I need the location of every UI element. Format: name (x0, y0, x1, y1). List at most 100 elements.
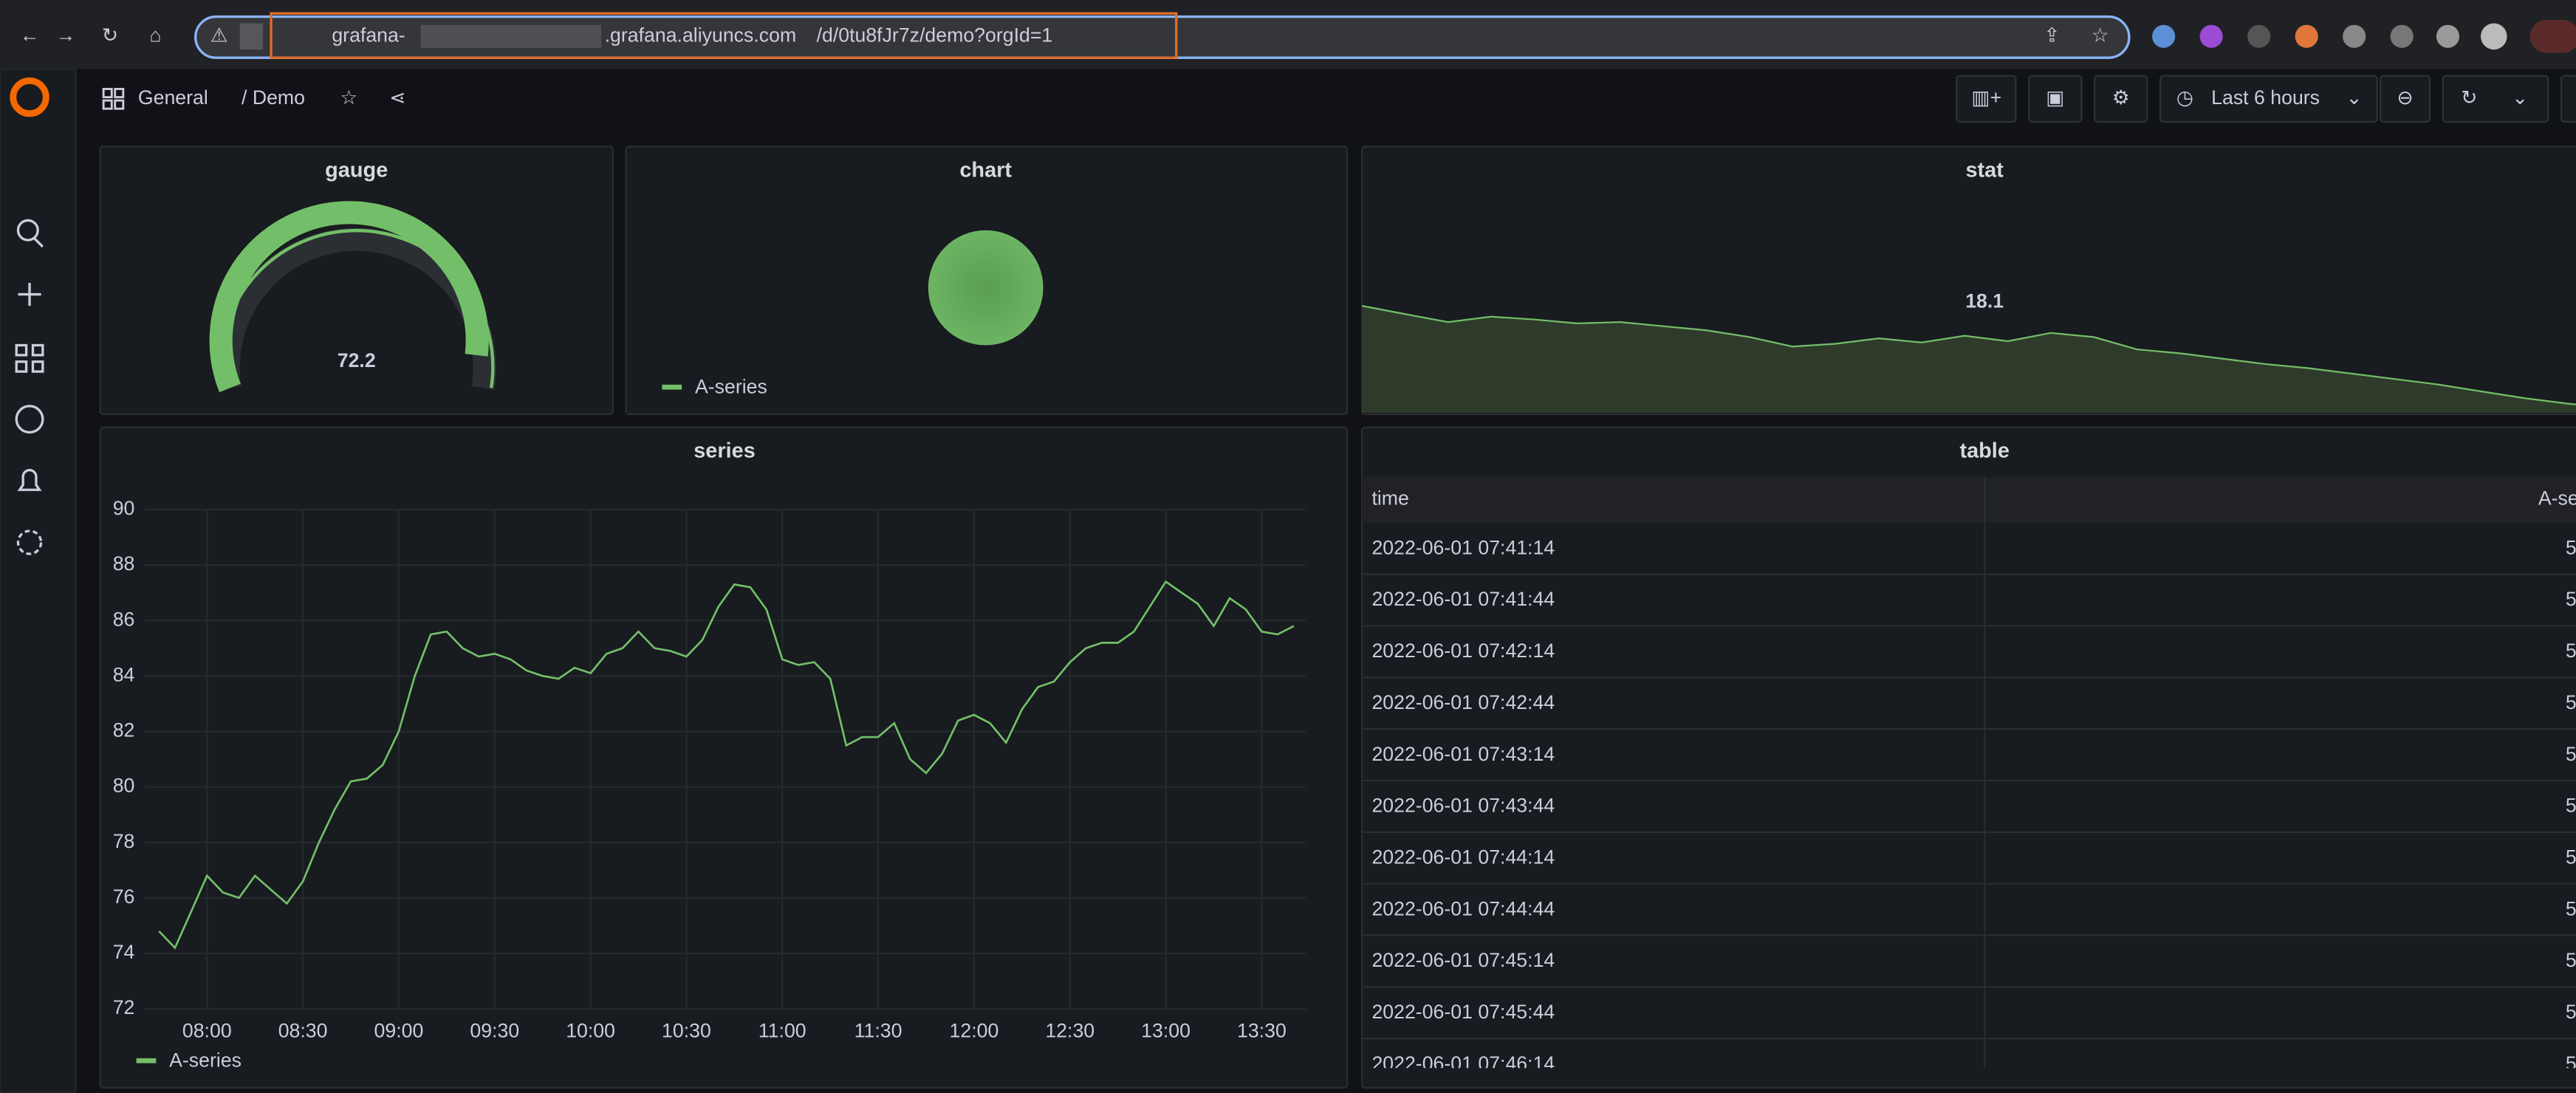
time-picker[interactable] (2159, 75, 2378, 123)
zoom-out-button[interactable] (2380, 75, 2431, 123)
y-tick-label: 76 (113, 885, 135, 908)
legend-label: A-series (169, 1049, 242, 1071)
table-cell: 51 (2566, 691, 2576, 713)
url-host-suffix: .grafana.aliyuncs.com (605, 24, 797, 46)
clock-icon: ◷ (2176, 86, 2193, 109)
panel-title: stat (1965, 158, 2004, 182)
table-cell: 2022-06-01 07:45:44 (1371, 1001, 1555, 1023)
dashboard-icon (102, 88, 125, 110)
chevron: ⌄ (2512, 86, 2528, 109)
table-cell: 2022-06-01 07:44:44 (1371, 897, 1555, 919)
table-cell: 51 (2566, 897, 2576, 919)
x-tick-label: 08:00 (182, 1019, 232, 1041)
chevron: ⌄ (2346, 86, 2363, 109)
table-panel[interactable] (1360, 426, 2576, 1089)
table-cell: 51 (2566, 1001, 2576, 1023)
x-tick-label: 11:30 (854, 1019, 902, 1041)
panel-title: table (1959, 439, 2009, 463)
table-cell: 2022-06-01 07:43:14 (1371, 743, 1555, 765)
add-panel-icon: ▥+ (1971, 86, 2001, 109)
table-cell: 51 (2566, 795, 2576, 817)
series-panel[interactable] (99, 426, 1349, 1089)
sparkline (1361, 305, 2576, 405)
x-tick-label: 09:00 (374, 1019, 424, 1041)
y-tick-label: 88 (113, 552, 135, 575)
x-tick-label: 11:00 (758, 1019, 806, 1041)
y-tick-label: 72 (113, 996, 135, 1018)
x-tick-label: 10:30 (662, 1019, 711, 1041)
reload-button[interactable]: ↻ (102, 24, 118, 46)
config-icon[interactable] (16, 530, 43, 555)
legend-swatch (136, 1058, 157, 1063)
pie (928, 230, 1044, 346)
x-tick-label: 08:30 (278, 1019, 328, 1041)
table-cell: 2022-06-01 07:45:14 (1371, 949, 1555, 971)
x-tick-label: 13:00 (1141, 1019, 1191, 1041)
forward-button[interactable]: → (56, 24, 76, 46)
settings-button[interactable] (2094, 75, 2148, 123)
column-header: time (1371, 487, 1408, 510)
explore-icon[interactable] (15, 405, 44, 434)
y-tick-label: 74 (113, 941, 135, 963)
breadcrumb-folder[interactable]: General (138, 86, 208, 109)
table-cell: 2022-06-01 07:44:14 (1371, 846, 1555, 868)
time-range: Last 6 hours (2211, 86, 2320, 109)
y-tick-label: 84 (113, 663, 135, 685)
stat-value: 18.1 (1965, 290, 2004, 312)
warning-icon: ⚠ (210, 24, 228, 46)
panel-title: series (693, 439, 756, 463)
star-icon[interactable]: ☆ (340, 86, 357, 109)
create-icon[interactable] (18, 282, 41, 306)
share-icon[interactable]: ⋖ (389, 86, 405, 109)
share-icon[interactable]: ⇪ (2044, 24, 2060, 46)
series-line (158, 580, 1295, 950)
table-cell: 2022-06-01 07:46:14 (1371, 1052, 1555, 1075)
y-tick-label: 90 (113, 497, 135, 519)
back-button[interactable]: ← (20, 24, 40, 46)
view-mode-button[interactable] (2560, 75, 2576, 123)
refresh-button[interactable] (2442, 75, 2549, 123)
legend-swatch (662, 384, 682, 390)
table-cell: 52 (2566, 640, 2576, 662)
extensions (2152, 20, 2576, 53)
table-cell: 2022-06-01 07:41:14 (1371, 536, 1555, 558)
table-cell: 51 (2566, 846, 2576, 868)
add-panel-button[interactable] (1956, 75, 2017, 123)
gauge-panel[interactable] (99, 145, 614, 416)
alerting-icon[interactable] (17, 468, 42, 491)
table-cell: 51 (2566, 1052, 2576, 1075)
table-cell: 52 (2566, 949, 2576, 971)
table-header (1362, 476, 2576, 523)
zoom-icon: ⊖ (2397, 86, 2413, 109)
url-path: /d/0tu8fJr7z/demo?orgId=1 (817, 24, 1053, 46)
search-icon[interactable] (16, 219, 44, 248)
table-cell: 51 (2566, 588, 2576, 610)
table-cell: 2022-06-01 07:42:44 (1371, 691, 1555, 713)
dashboards-icon[interactable] (15, 343, 44, 373)
y-tick-label: 78 (113, 830, 135, 852)
x-tick-label: 13:30 (1237, 1019, 1287, 1041)
refresh-icon: ↻ (2461, 86, 2477, 109)
url-host-prefix: grafana- (332, 24, 405, 46)
x-tick-label: 12:30 (1045, 1019, 1095, 1041)
breadcrumb-title[interactable]: / Demo (242, 86, 305, 109)
gauge-threshold (218, 228, 495, 388)
y-tick-label: 86 (113, 608, 135, 630)
column-header: A-series (2538, 487, 2576, 510)
grafana-logo[interactable] (10, 77, 49, 117)
home-button[interactable]: ⌂ (149, 24, 161, 46)
gauge-value: 72.2 (338, 349, 376, 371)
sparkline-area (1362, 306, 2576, 413)
y-tick-label: 82 (113, 719, 135, 741)
table-cell: 2022-06-01 07:43:44 (1371, 795, 1555, 817)
panel-title: gauge (325, 158, 388, 182)
settings-icon: ⚙ (2112, 86, 2130, 109)
table-cell: 2022-06-01 07:41:44 (1371, 588, 1555, 610)
bookmark-icon[interactable]: ☆ (2092, 24, 2109, 46)
table-cell: 51 (2566, 743, 2576, 765)
save-button[interactable] (2028, 75, 2083, 123)
table-cell: 2022-06-01 07:42:14 (1371, 640, 1555, 662)
x-tick-label: 12:00 (950, 1019, 999, 1041)
